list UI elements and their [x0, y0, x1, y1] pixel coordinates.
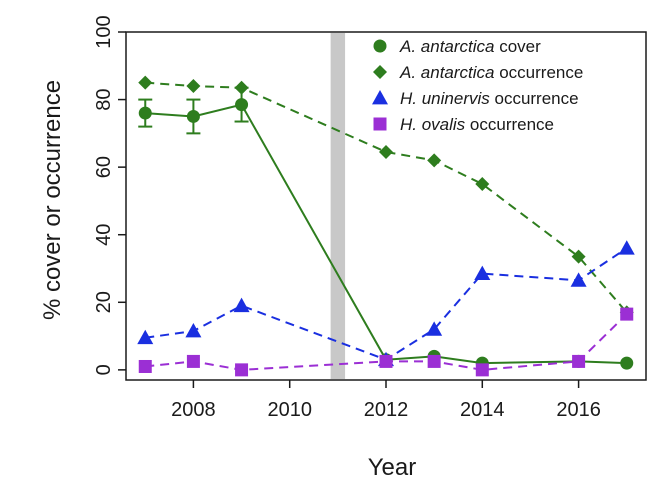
series-line-1 — [145, 103, 627, 365]
x-tick-label: 2014 — [460, 399, 505, 421]
y-tick-label: 40 — [93, 224, 115, 246]
series-4-point — [620, 307, 634, 321]
series-4-point — [235, 363, 249, 377]
legend-marker-4 — [373, 117, 387, 131]
series-3-point — [570, 272, 587, 287]
legend-species-name: A. antarctica — [399, 37, 495, 56]
series-2-point — [475, 177, 490, 192]
series-3-point — [474, 265, 491, 280]
series-3-point — [426, 321, 443, 336]
legend-marker-3 — [372, 90, 388, 105]
legend-measure-name: occurrence — [465, 115, 554, 134]
series-1-point — [186, 109, 200, 123]
legend-species-name: H. ovalis — [400, 115, 466, 134]
series-1-point — [138, 106, 152, 120]
x-tick-label: 2012 — [364, 399, 409, 421]
y-axis-title: % cover or occurrence — [39, 80, 66, 320]
legend-measure-name: occurrence — [490, 89, 579, 108]
legend-species-name: A. antarctica — [399, 63, 495, 82]
x-tick-label: 2016 — [556, 399, 601, 421]
series-4-point — [475, 363, 489, 377]
y-tick-label: 20 — [93, 291, 115, 313]
legend-marker-1 — [373, 39, 387, 53]
y-tick-label: 80 — [93, 88, 115, 110]
series-2-point — [138, 75, 153, 90]
y-tick-label: 0 — [93, 364, 115, 375]
legend-label-4: H. ovalis occurrence — [400, 115, 554, 134]
series-2-point — [379, 144, 393, 159]
y-tick-label: 100 — [93, 15, 115, 48]
x-tick-label: 2010 — [267, 399, 312, 421]
series-4-point — [427, 354, 441, 368]
series-line-3 — [145, 247, 628, 361]
series-2-point — [427, 153, 442, 168]
series-line-2 — [145, 81, 628, 314]
series-2-point — [234, 80, 249, 95]
series-2-point — [571, 249, 586, 264]
legend-label-2: A. antarctica occurrence — [399, 63, 583, 82]
legend-marker-2 — [373, 65, 387, 79]
series-1-point — [620, 356, 634, 370]
series-4-point — [186, 354, 200, 368]
series-3-point — [233, 297, 250, 313]
series-3-point — [137, 329, 154, 345]
x-axis-title: Year — [368, 454, 417, 481]
x-tick-label: 2008 — [171, 399, 216, 421]
series-4-point — [379, 354, 393, 368]
legend-label-1: A. antarctica cover — [399, 37, 541, 56]
plot-frame — [125, 31, 647, 381]
legend-species-name: H. uninervis — [400, 89, 490, 108]
legend-measure-name: cover — [495, 37, 542, 56]
legend-measure-name: occurrence — [495, 63, 584, 82]
legend-label-3: H. uninervis occurrence — [400, 89, 579, 108]
series-4-point — [138, 359, 152, 373]
series-4-point — [572, 354, 586, 368]
y-tick-label: 60 — [93, 156, 115, 178]
series-2-point — [186, 79, 201, 94]
series-3-point — [618, 240, 635, 255]
series-3-point — [185, 323, 202, 338]
series-1-point — [235, 98, 249, 112]
shaded-band — [330, 33, 346, 379]
